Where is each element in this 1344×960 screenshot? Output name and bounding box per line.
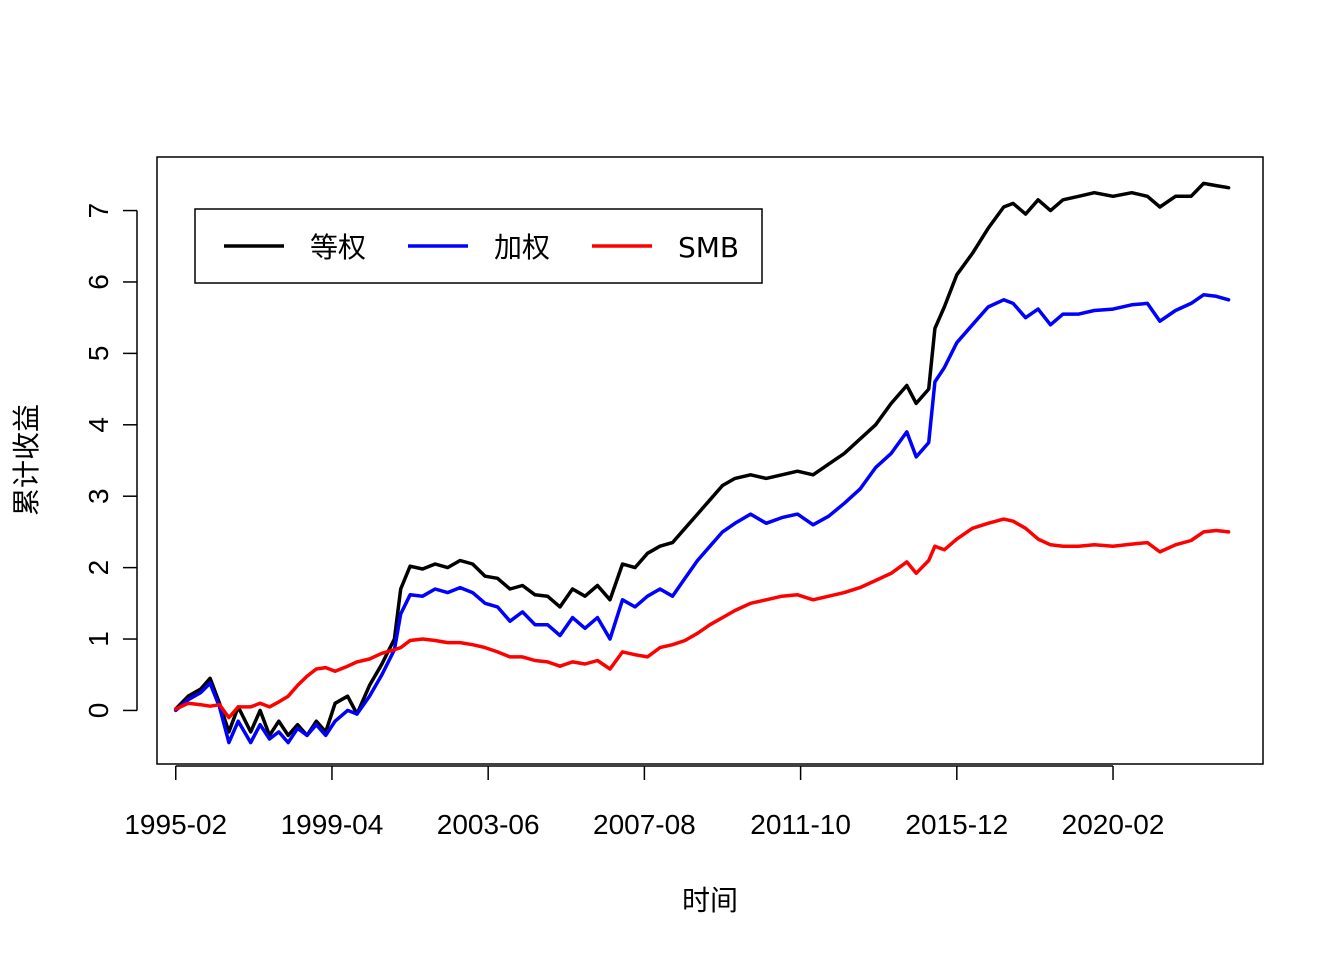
x-tick-label: 1995-02 (124, 809, 227, 840)
plot-frame (156, 156, 1264, 765)
y-tick-label: 4 (83, 417, 114, 433)
y-tick-label: 3 (83, 488, 114, 504)
legend: 等权 加权 SMB (194, 208, 763, 284)
y-tick-label: 5 (83, 346, 114, 362)
legend-label-2: SMB (678, 231, 739, 264)
series-line-1 (173, 293, 1231, 745)
x-tick-label: 2003-06 (437, 809, 540, 840)
y-tick-label: 6 (83, 274, 114, 290)
y-tick-label: 2 (83, 560, 114, 576)
y-tick-label: 1 (83, 631, 114, 647)
series-layer (173, 181, 1231, 745)
x-axis: 1995-02 1999-04 2003-06 2007-08 2011-10 2015-… (124, 765, 1165, 840)
x-tick-label: 2015-12 (905, 809, 1008, 840)
y-axis-title: 累计收益 (10, 404, 43, 516)
x-tick-label: 2011-10 (750, 809, 851, 840)
y-tick-label: 7 (83, 203, 114, 219)
series-line-2 (173, 517, 1231, 720)
legend-box (194, 208, 763, 284)
legend-label-1: 加权 (494, 231, 550, 264)
y-tick-label: 0 (83, 703, 114, 719)
x-tick-label: 2020-02 (1062, 809, 1165, 840)
x-tick-label: 2007-08 (593, 809, 696, 840)
x-tick-label: 1999-04 (281, 809, 384, 840)
series-line-0 (173, 181, 1231, 738)
x-axis-title: 时间 (682, 884, 738, 917)
legend-label-0: 等权 (310, 231, 366, 264)
y-axis: 0 1 2 3 4 5 6 7 (83, 203, 138, 719)
